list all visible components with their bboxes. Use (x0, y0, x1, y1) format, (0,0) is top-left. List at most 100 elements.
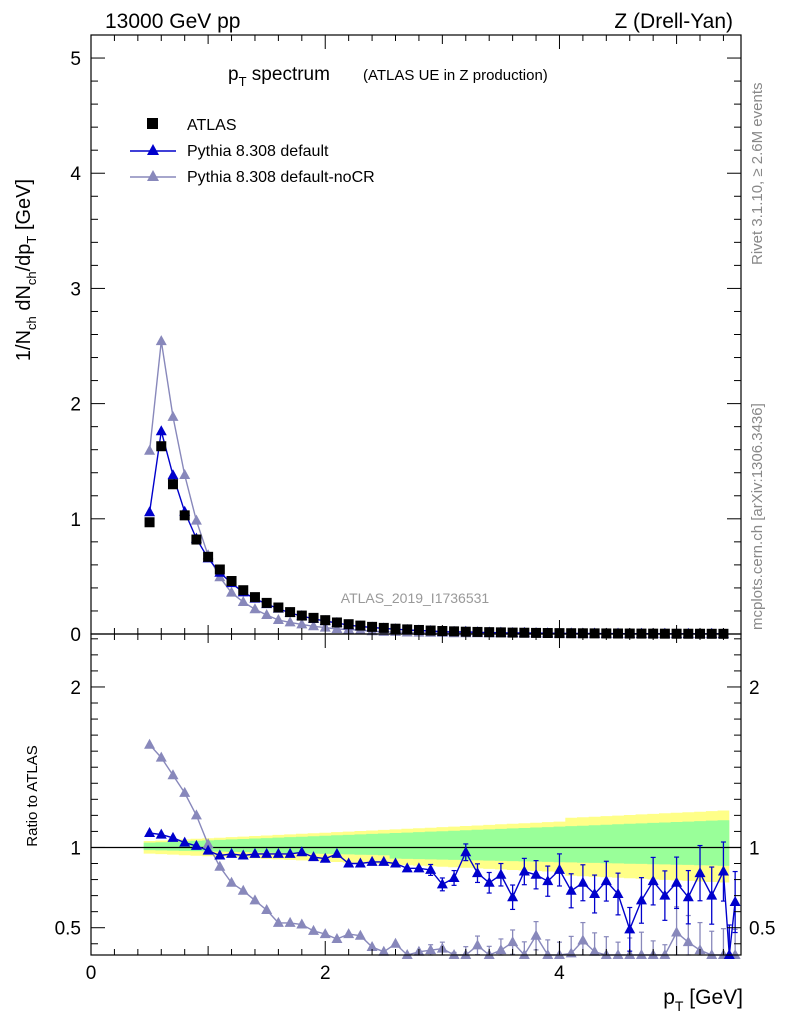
ratio-point-default (284, 847, 296, 858)
atlas-point (226, 576, 237, 587)
ratio-point-nocr (542, 949, 554, 959)
ratio-point-default (343, 857, 355, 868)
ratio-point-default (390, 857, 402, 868)
ratio-point-default (155, 828, 167, 839)
atlas-point (331, 617, 342, 628)
ratio-point-nocr (190, 809, 202, 820)
ratio-point-nocr (331, 932, 343, 943)
process-label: Z (Drell-Yan) (614, 10, 733, 33)
ratio-point-default (272, 847, 284, 858)
main-point-nocr (237, 596, 249, 607)
legend-atlas-marker (147, 118, 158, 129)
y-tick-label: 0 (70, 625, 81, 646)
legend: ATLAS Pythia 8.308 default Pythia 8.308 … (130, 117, 375, 186)
ratio-point-default (507, 891, 519, 902)
atlas-point (296, 610, 307, 621)
ratio-point-nocr (237, 884, 249, 895)
main-point-nocr (296, 618, 308, 629)
ratio-point-default (624, 923, 636, 934)
ratio-point-nocr (671, 926, 683, 937)
mcplots-label: mcplots.cern.ch [arXiv:1306.3436] (749, 403, 766, 630)
ylabel-part-2: dN (13, 285, 35, 316)
main-point-nocr (331, 623, 343, 634)
ratio-point-default (600, 875, 612, 886)
atlas-point (589, 628, 600, 639)
ratio-point-default (682, 891, 694, 902)
ratio-point-default (471, 867, 483, 878)
ylabel-part-1: ch (24, 316, 39, 330)
ratio-point-default (261, 847, 273, 858)
ratio-point-default (308, 851, 320, 862)
main-point-nocr (167, 410, 179, 421)
axes: 0 2 4 0 1 2 3 4 5 0.5 0.5 1 1 2 2 (55, 34, 775, 984)
ratio-point-default (425, 863, 437, 874)
ratio-point-default (542, 875, 554, 886)
ratio-point-nocr (155, 751, 167, 762)
ratio-point-nocr (366, 940, 378, 951)
main-point-default (167, 469, 179, 480)
atlas-point (472, 626, 483, 637)
atlas-point (203, 551, 214, 562)
main-point-nocr (284, 616, 296, 627)
ratio-point-default (694, 867, 706, 878)
ratio-point-nocr (202, 838, 214, 849)
main-title: pT spectrum (228, 64, 330, 89)
ratio-point-nocr (354, 929, 366, 940)
y-tick-label: 2 (70, 395, 81, 416)
ratio-point-nocr (226, 876, 238, 887)
ratio-point-nocr (706, 949, 718, 959)
ylabel-part-0: 1/N (13, 330, 35, 361)
ratio-point-nocr (319, 928, 331, 939)
ylabel-part-5: T (24, 236, 39, 244)
ratio-point-default (530, 868, 542, 879)
ratio-point-default (635, 894, 647, 905)
atlas-point (261, 597, 272, 608)
ratio-point-nocr (249, 894, 261, 905)
main-title-word: spectrum (247, 64, 330, 85)
ratio-point-default (202, 844, 214, 855)
y-tick-label: 5 (70, 49, 81, 70)
ratio-point-default (296, 846, 308, 857)
xlabel-unit: [GeV] (683, 986, 743, 1009)
ratio-point-default (436, 878, 448, 889)
ratio-point-default (237, 849, 249, 860)
y-tick-label: 3 (70, 279, 81, 300)
legend-default-label: Pythia 8.308 default (187, 143, 329, 160)
main-point-nocr (308, 620, 320, 631)
ratio-point-default (553, 863, 565, 874)
ratio-point-default (717, 865, 729, 876)
ratio-point-default (190, 839, 202, 850)
atlas-point (308, 612, 319, 623)
ratio-point-nocr (343, 928, 355, 939)
atlas-point (367, 621, 378, 632)
ratio-point-nocr (167, 769, 179, 780)
ratio-frame (90, 633, 742, 956)
main-point-default (155, 425, 167, 436)
atlas-point (425, 625, 436, 636)
ratio-point-default (671, 876, 683, 887)
ratio-ylabel: Ratio to ATLAS (24, 745, 41, 846)
xlabel-p: p (663, 986, 675, 1009)
main-ylabel: 1/Nch dNch/dpT [GeV] (13, 179, 39, 361)
main-point-nocr (155, 335, 167, 346)
ratio-point-default (612, 888, 624, 899)
ratio-point-nocr (179, 786, 191, 797)
y-tick-label: 4 (70, 164, 81, 185)
ratio-point-nocr (144, 738, 156, 749)
main-point-nocr (179, 469, 191, 480)
ratio-tick-label-right: 1 (749, 838, 760, 859)
ratio-point-nocr (261, 904, 273, 915)
atlas-point (191, 534, 202, 545)
main-point-nocr (272, 613, 284, 624)
ratio-tick-label-left: 1 (70, 838, 81, 859)
ratio-point-default (647, 875, 659, 886)
atlas-point (144, 517, 155, 528)
ratio-point-default (413, 862, 425, 873)
ratio-point-default (354, 857, 366, 868)
y-tick-label: 1 (70, 510, 81, 531)
ylabel-part-3: ch (24, 271, 39, 285)
ratio-point-default (378, 855, 390, 866)
ratio-point-nocr (401, 949, 413, 959)
ratio-band-inner (143, 820, 730, 866)
